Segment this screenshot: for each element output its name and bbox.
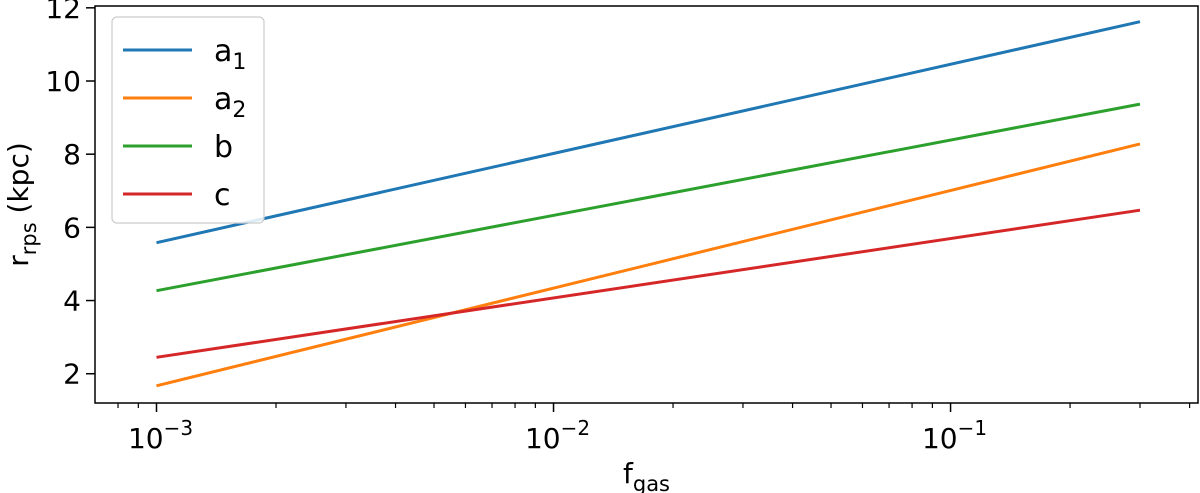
y-axis-label: rrps (kpc)	[2, 142, 41, 267]
legend-box	[111, 16, 265, 224]
x-tick-label: 10−3	[128, 416, 193, 455]
y-tick-label: 4	[63, 285, 81, 318]
y-axis-label-main: r	[2, 255, 35, 267]
y-tick-label: 6	[63, 211, 81, 244]
legend-label: a1	[214, 34, 246, 75]
y-tick-label: 12	[45, 0, 81, 25]
y-tick-label: 10	[45, 65, 81, 98]
legend-label: a2	[214, 82, 246, 123]
y-tick-label: 8	[63, 138, 81, 171]
plot-frame	[94, 5, 1199, 404]
x-tick-label: 10−2	[525, 416, 590, 455]
y-tick-label: 2	[63, 358, 81, 391]
x-minor-ticks	[117, 403, 1191, 408]
x-axis-label: fgas	[623, 457, 670, 493]
x-axis-label-main: f	[623, 457, 634, 490]
series-line-0	[156, 20, 1141, 245]
series-line-1	[156, 142, 1141, 388]
y-axis-label-sub: rps	[17, 222, 41, 255]
legend-label: b	[214, 130, 233, 165]
y-axis-label-rest: (kpc)	[2, 142, 35, 222]
series-lines	[156, 20, 1141, 388]
x-axis-label-sub: gas	[633, 472, 670, 493]
series-line-2	[156, 102, 1141, 293]
x-tick-label: 10−1	[922, 416, 987, 455]
axis-ticks: 10−3 10−2 10−1 2 4 6 8 10 12	[45, 0, 987, 455]
legend-label: c	[214, 178, 231, 213]
legend: a1 a2 bc	[111, 16, 265, 224]
series-line-3	[156, 208, 1141, 359]
